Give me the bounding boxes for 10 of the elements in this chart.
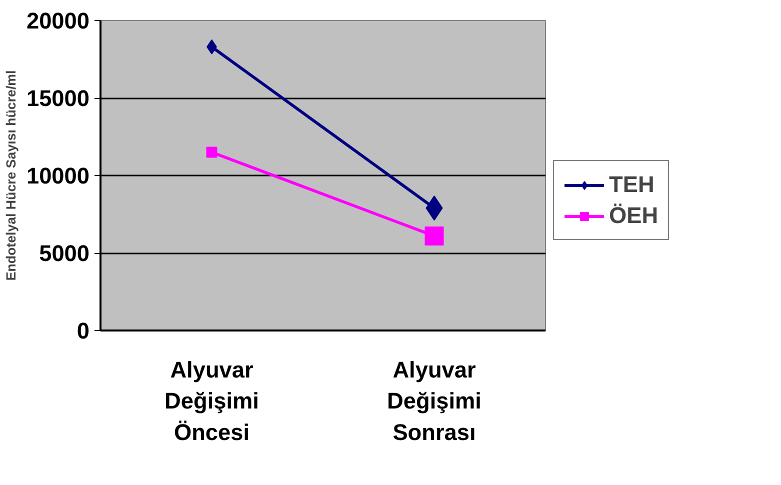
y-tick-label: 5000	[39, 240, 90, 266]
y-tick-label: 20000	[26, 8, 90, 34]
y-tick-label: 15000	[26, 85, 90, 111]
x-tick-label: Alyuvar Değişimi Sonrası	[387, 356, 482, 445]
legend-label: TEH	[609, 171, 654, 198]
x-tick-label: Alyuvar Değişimi Öncesi	[164, 356, 259, 445]
legend-label: ÖEH	[609, 202, 658, 229]
y-axis-title: Endotelyal Hücre Sayısı hücre/ml	[4, 70, 18, 281]
y-tick-label: 10000	[26, 162, 90, 188]
y-tick-label: 0	[76, 318, 90, 344]
